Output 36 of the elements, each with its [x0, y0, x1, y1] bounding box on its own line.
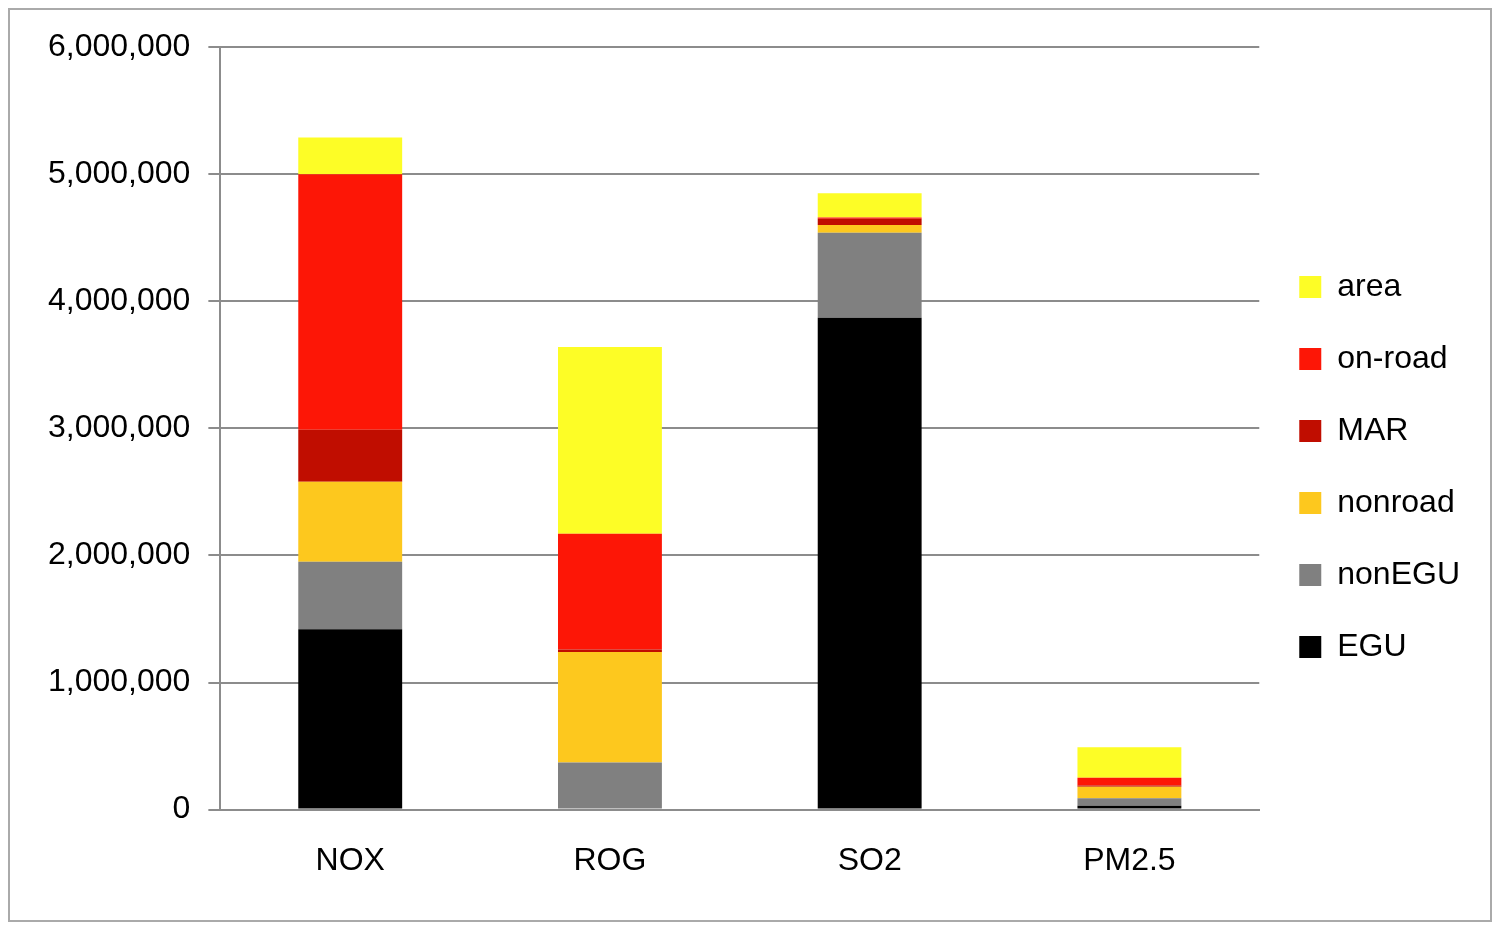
y-tick-label: 1,000,000: [48, 662, 191, 699]
legend-label: EGU: [1337, 626, 1407, 663]
legend-label: nonEGU: [1337, 554, 1460, 591]
bar: [298, 481, 403, 562]
bar: [1077, 786, 1182, 799]
bar: [1077, 805, 1182, 809]
bar: [817, 317, 922, 809]
y-tick-label: 3,000,000: [48, 408, 191, 445]
y-tick-label: 5,000,000: [48, 154, 191, 191]
y-tick-label: 2,000,000: [48, 535, 191, 572]
bar: [1077, 798, 1182, 806]
legend-label: area: [1337, 266, 1402, 303]
bar: [817, 225, 922, 233]
y-tick-label: 6,000,000: [48, 27, 191, 64]
bar: [558, 652, 662, 763]
bar: [1077, 777, 1182, 786]
bar: [558, 347, 662, 534]
bar: [298, 174, 403, 430]
legend-label: nonroad: [1337, 482, 1455, 519]
bar: [558, 649, 662, 653]
y-tick-label: 0: [172, 789, 191, 826]
bar: [298, 561, 403, 630]
legend-label: on-road: [1337, 338, 1448, 375]
bar: [298, 429, 403, 482]
bar: [558, 533, 662, 650]
x-tick-label: ROG: [573, 840, 647, 877]
bar: [817, 218, 922, 226]
x-tick-label: PM2.5: [1083, 840, 1176, 877]
bar: [817, 193, 922, 218]
bar: [1077, 747, 1182, 778]
y-tick-label: 4,000,000: [48, 281, 191, 318]
legend-label: MAR: [1337, 410, 1409, 447]
bar: [298, 137, 403, 175]
x-tick-label: NOX: [315, 840, 385, 877]
bar: [298, 629, 403, 809]
x-tick-label: SO2: [837, 840, 902, 877]
